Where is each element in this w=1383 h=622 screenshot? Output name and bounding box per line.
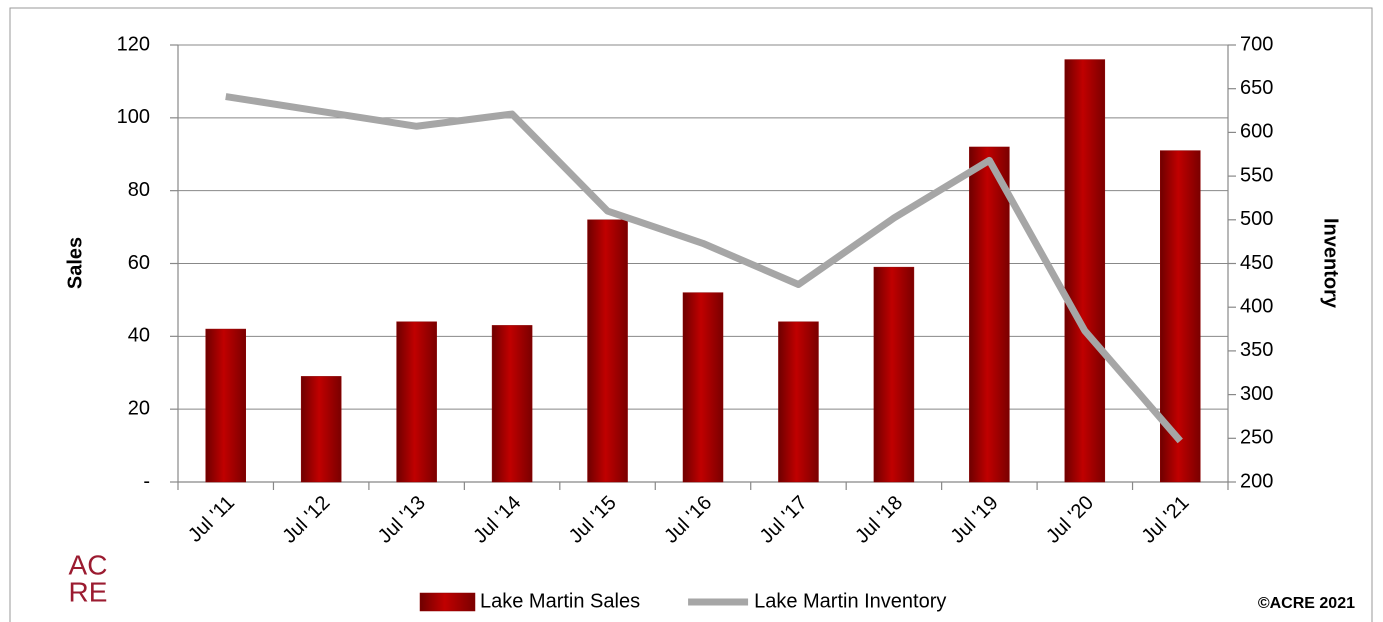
y2-tick-label: 200 (1240, 470, 1273, 492)
bar (1064, 59, 1106, 483)
y2-tick-label: 450 (1240, 252, 1273, 274)
x-tick-label: Jul '15 (565, 492, 621, 548)
bar (778, 321, 819, 483)
frame (9, 7, 1373, 622)
x-tick-label: Jul '13 (374, 492, 430, 548)
y-tick-label: 100 (117, 106, 150, 128)
y2-tick-label: 400 (1240, 295, 1273, 317)
logo: AC (69, 549, 108, 580)
y-tick-label: 20 (128, 397, 150, 419)
y-tick-label: 40 (128, 325, 150, 347)
x-tick-label: Jul '21 (1138, 492, 1194, 548)
y2-tick-label: 350 (1240, 339, 1273, 361)
x-tick-label: Jul '18 (851, 492, 907, 548)
y2-tick-label: 650 (1240, 77, 1273, 99)
x-tick-label: Jul '20 (1042, 492, 1098, 548)
legend-label: Lake Martin Inventory (754, 590, 946, 612)
y2-tick-label: 300 (1240, 383, 1273, 405)
y2-tick-label: 550 (1240, 164, 1273, 186)
legend-swatch (419, 592, 476, 612)
bar (491, 325, 533, 483)
y2-tick-label: 500 (1240, 208, 1273, 230)
copyright: ©ACRE 2021 (1258, 595, 1355, 612)
x-tick-label: Jul '19 (947, 492, 1003, 548)
line (225, 93, 1183, 444)
logo: RE (69, 576, 108, 607)
y-tick-label: - (143, 470, 150, 492)
x-tick-label: Jul '16 (660, 492, 716, 548)
bar (873, 266, 915, 483)
y2-tick-label: 600 (1240, 121, 1273, 143)
y-tick-label: 60 (128, 252, 150, 274)
bar (300, 376, 342, 483)
bar (396, 321, 437, 483)
legend-label: Lake Martin Sales (480, 590, 640, 612)
bar (205, 328, 246, 483)
x-tick-label: Jul '11 (184, 492, 239, 547)
bar (682, 292, 724, 483)
y-axis-title: Sales (64, 237, 86, 289)
bar (1160, 150, 1201, 483)
x-tick-label: Jul '12 (278, 492, 334, 548)
bar (969, 146, 1010, 483)
y-tick-label: 120 (117, 33, 150, 55)
y-tick-label: 80 (128, 179, 150, 201)
x-tick-label: Jul '14 (469, 492, 525, 548)
y2-tick-label: 250 (1240, 427, 1273, 449)
y2-tick-label: 700 (1240, 33, 1273, 55)
bar (587, 219, 628, 483)
x-tick-label: Jul '17 (756, 492, 812, 548)
y2-axis-title: Inventory (1320, 218, 1342, 309)
